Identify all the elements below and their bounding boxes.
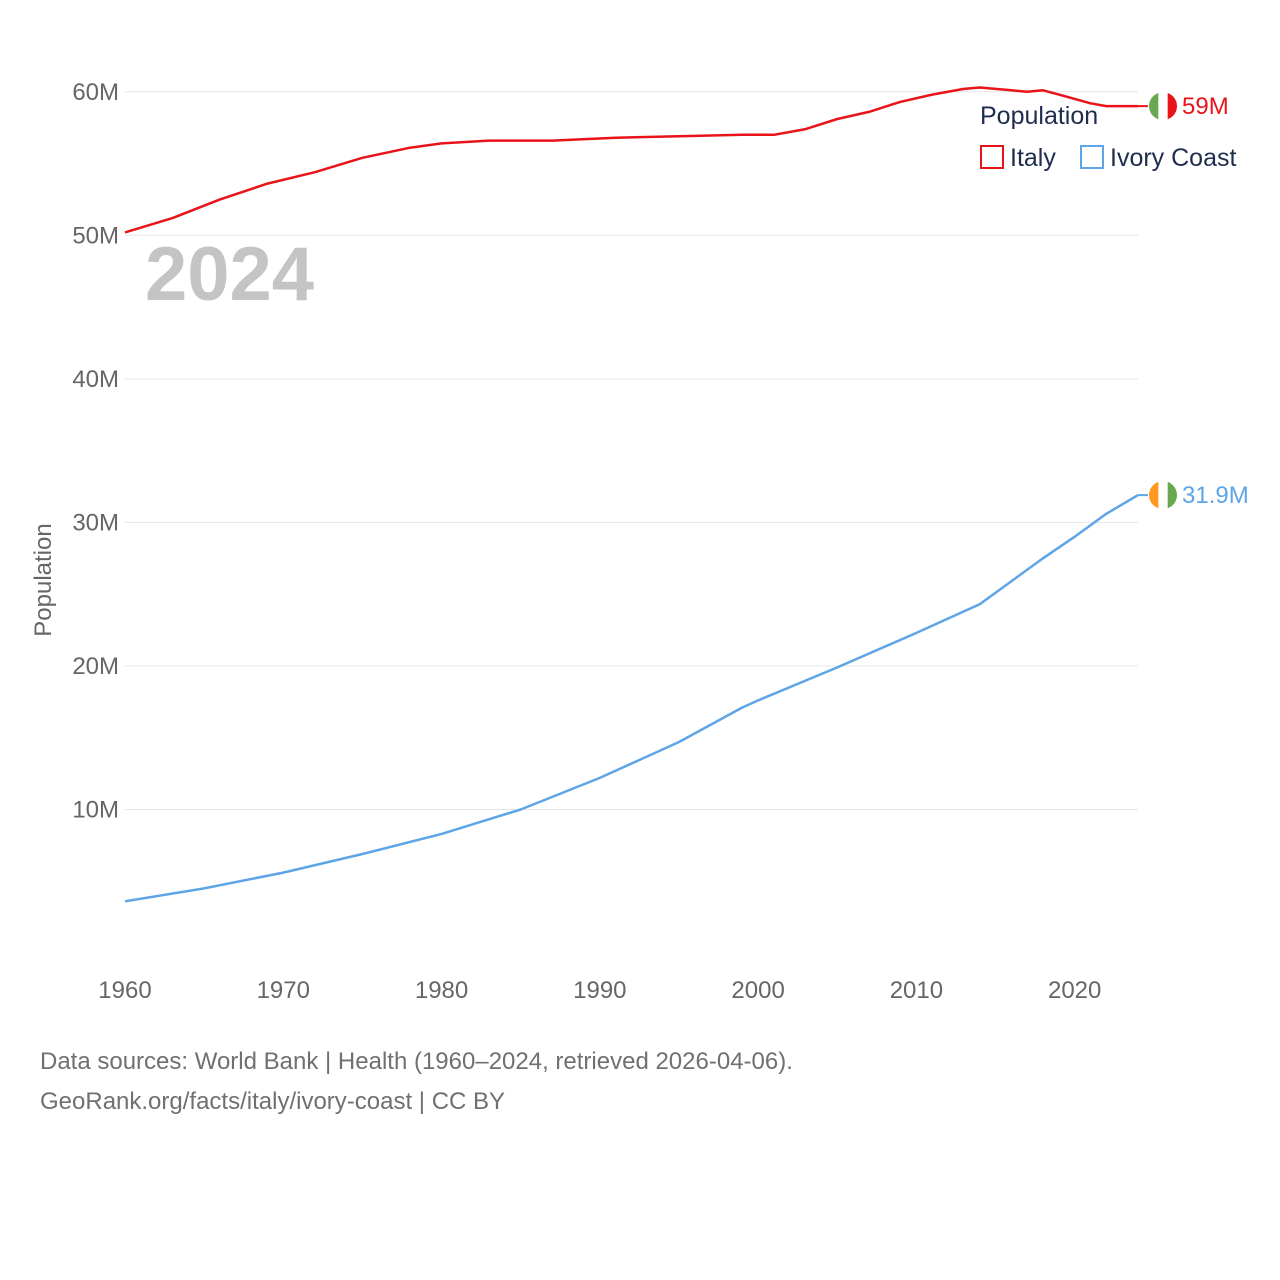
flag-stripe: [1158, 92, 1169, 121]
legend-item-ivory-coast[interactable]: Ivory Coast: [1080, 144, 1236, 172]
y-tick-label: 60M: [72, 79, 119, 106]
flag-stripe: [1167, 481, 1177, 510]
x-tick-label: 1970: [257, 977, 310, 1004]
series-line-ivory-coast: [124, 494, 1139, 903]
source-line-1: Data sources: World Bank | Health (1960–…: [40, 1048, 793, 1075]
legend-swatch-italy: [980, 145, 1004, 169]
end-label-italy: 59M: [1182, 93, 1229, 120]
legend: Population Italy Ivory Coast: [980, 102, 1236, 172]
ivory-coast-flag-icon: [1149, 481, 1177, 510]
y-axis-label: Population: [30, 523, 57, 636]
legend-label-ivory-coast: Ivory Coast: [1110, 144, 1236, 172]
x-tick-label: 2000: [731, 977, 784, 1004]
population-chart: 10M 20M 30M 40M 50M 60M 1960 1970 1980 1990 2000 2…: [30, 79, 1249, 1004]
y-tick-label: 40M: [72, 366, 119, 393]
flag-stripe: [1149, 481, 1159, 510]
end-label-ivory-coast: 31.9M: [1182, 482, 1249, 509]
source-line-2: GeoRank.org/facts/italy/ivory-coast | CC…: [40, 1088, 506, 1115]
source-note: Data sources: World Bank | Health (1960–…: [40, 1042, 793, 1122]
legend-swatch-ivory-coast: [1080, 145, 1104, 169]
x-tick-label: 1960: [98, 977, 151, 1004]
series-line-italy: [124, 86, 1138, 234]
legend-title: Population: [980, 102, 1098, 130]
x-tick-label: 1980: [415, 977, 468, 1004]
flag-stripe: [1149, 92, 1159, 121]
x-tick-label: 2020: [1048, 977, 1101, 1004]
y-tick-label: 20M: [72, 653, 119, 680]
end-markers: 59M 31.9M: [1138, 92, 1249, 510]
gridlines: [125, 91, 1138, 810]
y-axis-ticks: 10M 20M 30M 40M 50M 60M: [72, 79, 119, 824]
y-tick-label: 50M: [72, 222, 119, 249]
flag-stripe: [1167, 92, 1177, 121]
x-tick-label: 2010: [890, 977, 943, 1004]
x-tick-label: 1990: [573, 977, 626, 1004]
legend-item-italy[interactable]: Italy: [980, 144, 1056, 172]
legend-label-italy: Italy: [1010, 144, 1056, 172]
year-label: 2024: [145, 232, 314, 317]
y-tick-label: 30M: [72, 509, 119, 536]
series-lines: [124, 86, 1139, 903]
x-axis-ticks: 1960 1970 1980 1990 2000 2010 2020: [98, 977, 1101, 1004]
y-tick-label: 10M: [72, 796, 119, 823]
italy-flag-icon: [1149, 92, 1177, 121]
flag-stripe: [1158, 481, 1169, 510]
